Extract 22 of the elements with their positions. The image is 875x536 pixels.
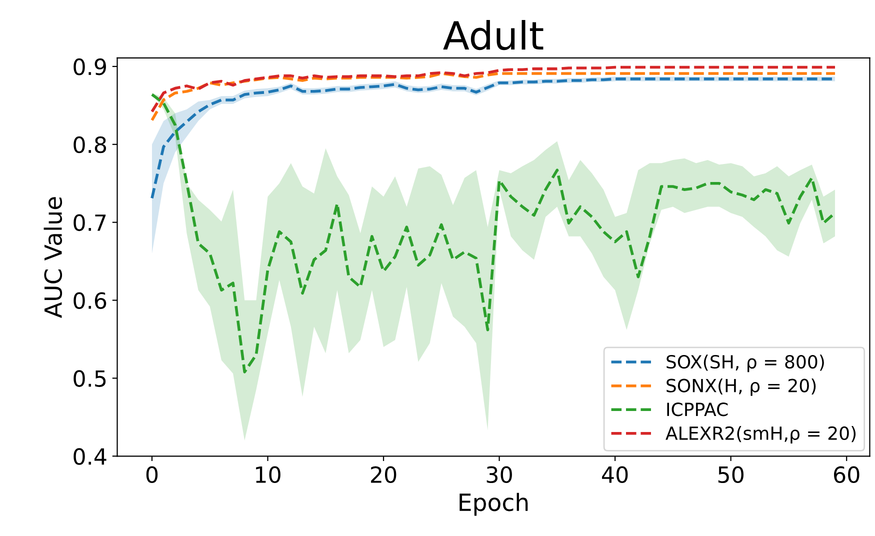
x-tick-label: 40 xyxy=(602,466,628,484)
chart-title: Adult xyxy=(443,20,544,50)
x-tick-label: 50 xyxy=(718,466,744,484)
x-tick-label: 60 xyxy=(834,466,860,484)
legend-label: SONX(H, ρ = 20) xyxy=(666,378,816,396)
x-tick-label: 10 xyxy=(256,466,280,484)
legend-label: SOX(SH, ρ = 800) xyxy=(666,354,824,372)
y-tick-label: 0.5 xyxy=(74,370,106,387)
x-tick-label: 30 xyxy=(486,466,512,484)
legend-label: ALEXR2(smH,ρ = 20) xyxy=(666,426,856,444)
x-axis-title: Epoch xyxy=(460,492,528,516)
y-tick-label: 0.7 xyxy=(74,214,106,232)
legend-label: ICPPAC xyxy=(667,402,728,416)
y-tick-label: 0.9 xyxy=(74,58,106,76)
y-tick-label: 0.8 xyxy=(74,136,106,154)
x-tick-label: 0 xyxy=(146,466,158,484)
line-series xyxy=(150,72,836,122)
y-tick-label: 0.6 xyxy=(74,292,106,310)
x-tick-label: 20 xyxy=(371,466,396,484)
line-series xyxy=(150,66,836,114)
y-tick-label: 0.4 xyxy=(74,448,106,465)
y-axis-title: AUC Value xyxy=(44,197,62,318)
